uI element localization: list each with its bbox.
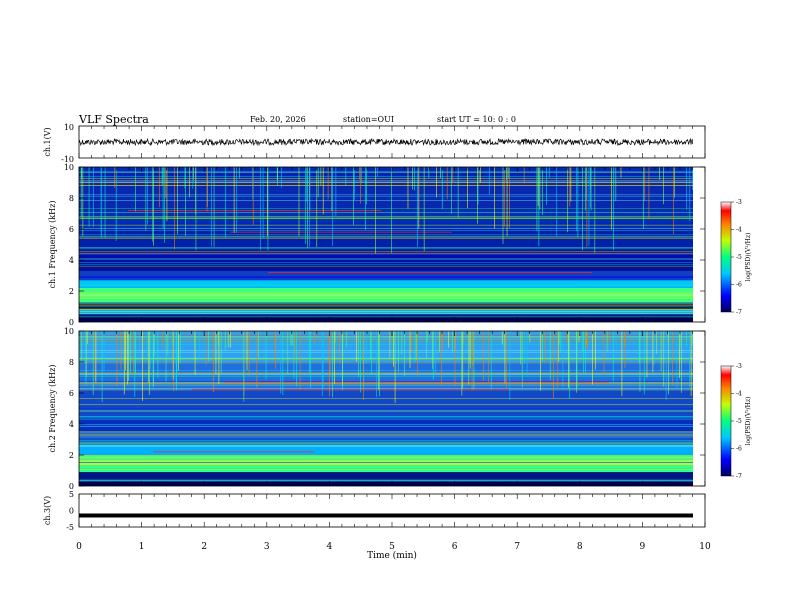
station-label: station=OUI bbox=[343, 115, 394, 124]
x-tick-label: 8 bbox=[577, 542, 583, 552]
ch1-ytick-label: -10 bbox=[61, 155, 74, 164]
spectrogram-band bbox=[79, 252, 693, 271]
ch3-ytick-label: 0 bbox=[69, 507, 74, 516]
colorbar-tick-label: -5 bbox=[736, 418, 742, 425]
spectrogram-ylabel: ch.1 Frequency (kHz) bbox=[48, 201, 57, 289]
ch1-ytick-label: 10 bbox=[64, 123, 74, 132]
spectrogram-ch1 bbox=[79, 167, 705, 322]
ytick-label: 8 bbox=[69, 194, 74, 203]
colorbar bbox=[720, 365, 732, 477]
x-tick-label: 2 bbox=[201, 542, 207, 552]
colorbar bbox=[720, 201, 732, 313]
x-tick-label: 3 bbox=[264, 542, 270, 552]
x-tick-label: 10 bbox=[699, 542, 711, 552]
colorbar-label: log(PSD)(V²/Hz) bbox=[745, 397, 752, 446]
spectrogram-band bbox=[79, 431, 693, 445]
ytick-label: 4 bbox=[69, 256, 74, 265]
x-tick-label: 4 bbox=[327, 542, 333, 552]
colorbar-tick-label: -7 bbox=[736, 473, 742, 480]
spectrogram-band bbox=[79, 292, 693, 299]
colorbar-tick-label: -3 bbox=[736, 363, 742, 370]
ytick-label: 6 bbox=[69, 389, 74, 398]
chart-title: VLF Spectra bbox=[79, 113, 149, 126]
spectrogram-ch2 bbox=[78, 331, 705, 486]
ch3-ylabel: ch.3(V) bbox=[43, 496, 52, 525]
spectrogram-band bbox=[79, 416, 693, 432]
start-time-label: start UT = 10: 0 : 0 bbox=[437, 115, 516, 124]
spectrogram-band bbox=[79, 444, 693, 455]
x-tick-label: 7 bbox=[514, 542, 520, 552]
ytick-label: 2 bbox=[69, 451, 74, 460]
ytick-label: 6 bbox=[69, 225, 74, 234]
colorbar-tick-label: -5 bbox=[736, 254, 742, 261]
x-tick-label: 1 bbox=[139, 542, 145, 552]
ch3-ytick-label: -5 bbox=[66, 523, 74, 532]
colorbar-tick-label: -6 bbox=[736, 282, 742, 289]
colorbar-tick-label: -4 bbox=[736, 391, 742, 398]
ytick-label: 0 bbox=[69, 318, 74, 327]
ytick-label: 4 bbox=[69, 420, 74, 429]
ytick-label: 8 bbox=[69, 358, 74, 367]
ytick-label: 2 bbox=[69, 287, 74, 296]
spectrogram-band bbox=[79, 270, 693, 281]
ch3-ytick-label: 5 bbox=[69, 490, 74, 499]
x-tick-label: 5 bbox=[389, 542, 395, 552]
x-tick-label: 9 bbox=[640, 542, 646, 552]
spectrogram-band bbox=[79, 167, 693, 211]
spectrogram-lowband bbox=[79, 317, 693, 322]
spectrogram-band bbox=[79, 309, 693, 315]
spectrogram-band bbox=[79, 303, 693, 310]
colorbar-tick-label: -7 bbox=[736, 309, 742, 316]
ch1-ylabel: ch.1(V) bbox=[43, 127, 52, 156]
ytick-label: 10 bbox=[64, 163, 74, 172]
x-tick-label: 0 bbox=[76, 542, 82, 552]
colorbar-tick-label: -3 bbox=[736, 199, 742, 206]
colorbar-label: log(PSD)(V²/Hz) bbox=[745, 233, 752, 282]
spectrogram-ylabel: ch.2 Frequency (kHz) bbox=[48, 365, 57, 453]
spectrogram-band bbox=[79, 389, 693, 417]
x-tick-label: 6 bbox=[452, 542, 458, 552]
ytick-label: 10 bbox=[64, 327, 74, 336]
x-axis-label: Time (min) bbox=[367, 550, 417, 561]
ch1-waveform-line bbox=[78, 137, 694, 147]
colorbar-tick-label: -6 bbox=[736, 446, 742, 453]
colorbar-tick-label: -4 bbox=[736, 227, 742, 234]
spectrogram-band bbox=[79, 210, 693, 229]
date-label: Feb. 20, 2026 bbox=[250, 115, 306, 124]
spectrogram-band bbox=[79, 280, 693, 288]
ytick-label: 0 bbox=[69, 482, 74, 491]
spectrogram-lowband bbox=[79, 481, 693, 486]
